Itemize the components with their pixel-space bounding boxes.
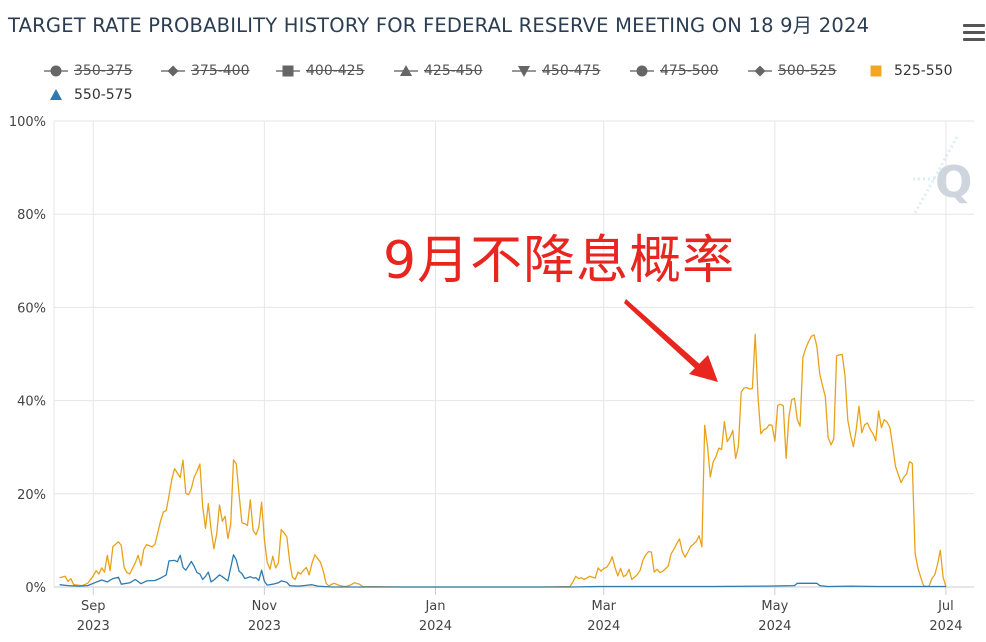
x-tick-label: Mar	[591, 599, 616, 614]
series-line-550-575	[59, 554, 946, 588]
logo-letter: Q	[935, 157, 972, 208]
legend-label: 425-450	[424, 63, 483, 79]
legend-item-550-575[interactable]: 550-575	[44, 84, 133, 106]
x-tick-year: 2024	[419, 619, 452, 634]
series-line-525-550	[59, 333, 947, 588]
y-tick-label: 60%	[17, 301, 46, 316]
y-tick-label: 40%	[17, 395, 46, 410]
legend-item-350-375[interactable]: 350-375	[44, 60, 133, 82]
legend-item-425-450[interactable]: 425-450	[394, 60, 483, 82]
legend-label: 450-475	[542, 63, 601, 79]
legend-item-375-400[interactable]: 375-400	[161, 60, 250, 82]
x-tick-year: 2024	[929, 619, 962, 634]
y-tick-label: 100%	[9, 115, 46, 130]
circle-icon	[44, 64, 68, 78]
legend-label: 350-375	[74, 63, 133, 79]
annotation-arrow	[624, 299, 718, 382]
legend-item-450-475[interactable]: 450-475	[512, 60, 601, 82]
triangle-icon	[394, 64, 418, 78]
chart-title: TARGET RATE PROBABILITY HISTORY FOR FEDE…	[8, 14, 870, 37]
y-tick-label: 80%	[17, 208, 46, 223]
x-tick-label: Jan	[424, 599, 445, 614]
legend-label: 550-575	[74, 87, 133, 103]
chart-legend: 350-375 375-400 400-425 425-450 450-475 475-5…	[44, 60, 974, 108]
legend-item-475-500[interactable]: 475-500	[630, 60, 719, 82]
circle-icon	[630, 64, 654, 78]
legend-label: 475-500	[660, 63, 719, 79]
x-tick-year: 2023	[77, 619, 110, 634]
x-tick-label: Sep	[81, 599, 106, 614]
x-tick-year: 2024	[758, 619, 791, 634]
square-icon	[276, 64, 300, 78]
diamond-icon	[161, 64, 185, 78]
y-tick-label: 0%	[25, 581, 46, 596]
y-tick-label: 20%	[17, 488, 46, 503]
annotation-text: 9月不降息概率	[383, 231, 736, 291]
hamburger-menu-icon[interactable]	[963, 24, 985, 42]
legend-item-400-425[interactable]: 400-425	[276, 60, 365, 82]
triangle-down-icon	[512, 64, 536, 78]
x-tick-year: 2024	[587, 619, 620, 634]
legend-label: 500-525	[778, 63, 837, 79]
x-tick-label: May	[761, 599, 788, 614]
triangle-icon	[44, 88, 68, 102]
legend-label: 375-400	[191, 63, 250, 79]
x-tick-year: 2023	[248, 619, 281, 634]
legend-item-525-550[interactable]: 525-550	[864, 60, 953, 82]
x-tick-label: Nov	[252, 599, 278, 614]
x-tick-label: Jul	[937, 599, 954, 614]
square-icon	[864, 64, 888, 78]
diamond-icon	[748, 64, 772, 78]
legend-label: 400-425	[306, 63, 365, 79]
legend-label: 525-550	[894, 63, 953, 79]
quikstrike-logo: Q	[913, 135, 975, 215]
legend-item-500-525[interactable]: 500-525	[748, 60, 837, 82]
